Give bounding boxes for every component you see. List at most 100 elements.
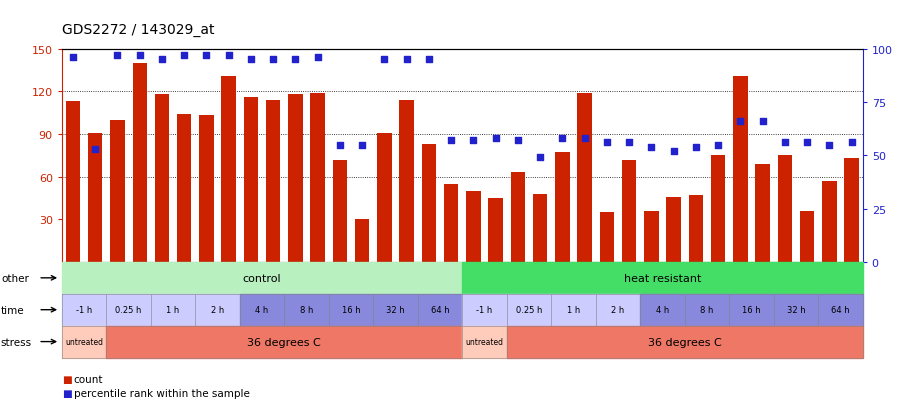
Point: [622, 140, 636, 147]
Bar: [244, 98, 258, 262]
Bar: [800, 211, 814, 262]
Point: [644, 144, 659, 151]
Bar: [489, 198, 503, 262]
Text: 2 h: 2 h: [211, 306, 224, 314]
Point: [133, 52, 147, 59]
Point: [444, 138, 459, 144]
Bar: [577, 93, 592, 262]
Bar: [644, 211, 659, 262]
Text: 4 h: 4 h: [656, 306, 669, 314]
Text: 16 h: 16 h: [743, 306, 761, 314]
Text: 0.25 h: 0.25 h: [116, 306, 142, 314]
Bar: [511, 173, 525, 262]
Point: [511, 138, 525, 144]
Text: 32 h: 32 h: [786, 306, 805, 314]
Bar: [355, 220, 369, 262]
Text: control: control: [243, 273, 281, 283]
Point: [110, 52, 125, 59]
Bar: [177, 115, 191, 262]
Point: [844, 140, 859, 147]
Point: [466, 138, 480, 144]
Point: [310, 55, 325, 62]
Point: [399, 57, 414, 64]
Text: percentile rank within the sample: percentile rank within the sample: [74, 388, 249, 398]
Text: untreated: untreated: [66, 337, 103, 346]
Text: stress: stress: [1, 337, 32, 347]
Point: [822, 142, 836, 149]
Bar: [221, 76, 236, 262]
Text: 1 h: 1 h: [567, 306, 581, 314]
Text: 4 h: 4 h: [256, 306, 268, 314]
Text: count: count: [74, 375, 103, 385]
Bar: [378, 133, 391, 262]
Point: [66, 55, 80, 62]
Point: [777, 140, 792, 147]
Text: untreated: untreated: [466, 337, 503, 346]
Bar: [844, 159, 859, 262]
Text: 16 h: 16 h: [342, 306, 360, 314]
Text: 32 h: 32 h: [386, 306, 405, 314]
Bar: [533, 194, 548, 262]
Bar: [600, 213, 614, 262]
Text: heat resistant: heat resistant: [623, 273, 702, 283]
Bar: [88, 133, 103, 262]
Point: [155, 57, 169, 64]
Bar: [755, 164, 770, 262]
Point: [577, 135, 592, 142]
Bar: [555, 153, 570, 262]
Bar: [110, 121, 125, 262]
Bar: [711, 156, 725, 262]
Point: [733, 119, 748, 125]
Point: [600, 140, 614, 147]
Text: GDS2272 / 143029_at: GDS2272 / 143029_at: [62, 23, 215, 37]
Text: 8 h: 8 h: [701, 306, 713, 314]
Text: 64 h: 64 h: [430, 306, 450, 314]
Bar: [689, 196, 703, 262]
Text: 0.25 h: 0.25 h: [516, 306, 542, 314]
Point: [244, 57, 258, 64]
Text: 36 degrees C: 36 degrees C: [648, 337, 722, 347]
Point: [266, 57, 280, 64]
Bar: [666, 197, 681, 262]
Text: 1 h: 1 h: [167, 306, 180, 314]
Point: [421, 57, 436, 64]
Text: 64 h: 64 h: [831, 306, 850, 314]
Point: [755, 119, 770, 125]
Bar: [466, 191, 480, 262]
Bar: [155, 95, 169, 262]
Bar: [421, 145, 436, 262]
Bar: [199, 116, 214, 262]
Point: [333, 142, 348, 149]
Bar: [399, 101, 414, 262]
Point: [177, 52, 191, 59]
Point: [355, 142, 369, 149]
Bar: [266, 101, 280, 262]
Point: [377, 57, 391, 64]
Text: 36 degrees C: 36 degrees C: [248, 337, 321, 347]
Point: [199, 52, 214, 59]
Text: ■: ■: [62, 375, 72, 385]
Point: [711, 142, 725, 149]
Bar: [288, 95, 303, 262]
Bar: [66, 102, 80, 262]
Point: [533, 155, 548, 161]
Text: other: other: [1, 273, 29, 283]
Bar: [310, 93, 325, 262]
Text: time: time: [1, 305, 25, 315]
Bar: [444, 184, 459, 262]
Bar: [733, 76, 747, 262]
Text: ■: ■: [62, 388, 72, 398]
Text: 2 h: 2 h: [612, 306, 624, 314]
Text: -1 h: -1 h: [477, 306, 492, 314]
Point: [800, 140, 814, 147]
Point: [666, 148, 681, 155]
Point: [555, 135, 570, 142]
Point: [288, 57, 303, 64]
Bar: [333, 160, 348, 262]
Point: [221, 52, 236, 59]
Point: [88, 146, 103, 153]
Bar: [822, 181, 836, 262]
Bar: [622, 160, 636, 262]
Point: [689, 144, 703, 151]
Text: 8 h: 8 h: [300, 306, 313, 314]
